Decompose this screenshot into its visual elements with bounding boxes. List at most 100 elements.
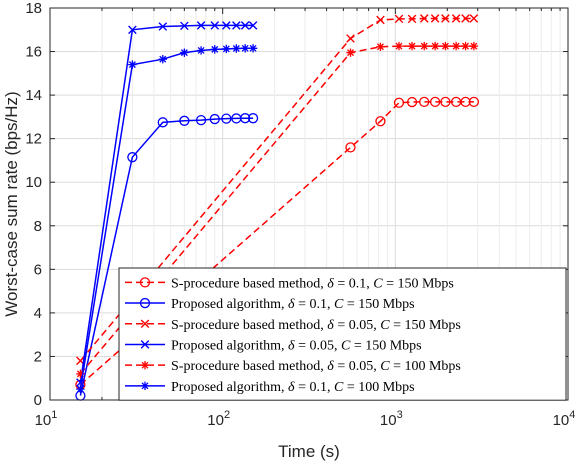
data-point	[441, 41, 450, 51]
data-point	[127, 152, 138, 163]
series	[76, 14, 479, 366]
y-tick-label: 14	[25, 87, 42, 104]
series	[75, 113, 259, 401]
data-point	[128, 25, 137, 35]
y-tick-label: 16	[25, 44, 42, 61]
legend-label: Proposed algorithm, δ = 0.1, C = 100 Mbp…	[171, 380, 415, 395]
data-point	[419, 96, 430, 108]
data-point	[210, 21, 220, 30]
x-tick-label: 104	[553, 409, 576, 429]
data-point	[406, 96, 418, 108]
data-point	[430, 41, 440, 51]
data-point	[407, 41, 417, 51]
legend-entry: S-procedure based method, δ = 0.05, C = …	[125, 318, 461, 333]
data-point	[420, 41, 429, 51]
series-layer	[75, 14, 480, 401]
series	[76, 44, 258, 394]
y-tick-label: 10	[25, 174, 42, 191]
data-point	[375, 116, 386, 127]
series	[75, 96, 480, 390]
series-line	[79, 101, 474, 386]
data-point	[76, 384, 85, 394]
data-point	[394, 14, 404, 24]
legend-box	[118, 267, 567, 401]
y-tick-label: 0	[34, 392, 42, 409]
series	[76, 41, 479, 379]
y-axis-title: Worst-case sum rate (bps/Hz)	[2, 91, 21, 316]
data-point	[469, 41, 479, 51]
legend-entry: S-procedure based method, δ = 0.05, C = …	[125, 359, 461, 374]
ticks: 0 2 4 6 8 10 12 14 16 18 101 102 103 104	[25, 0, 575, 429]
data-point	[196, 46, 206, 55]
x-tick-label: 102	[207, 409, 230, 429]
data-point	[157, 117, 168, 128]
data-point	[232, 21, 241, 30]
legend-entry: Proposed algorithm, δ = 0.1, C = 150 Mbp…	[125, 297, 415, 312]
x-tick-label: 101	[35, 409, 58, 429]
data-point	[460, 96, 471, 108]
legend-entry: Proposed algorithm, δ = 0.05, C = 150 Mb…	[125, 338, 422, 353]
y-tick-label: 4	[34, 305, 42, 322]
data-point	[393, 97, 405, 108]
data-point	[76, 378, 85, 387]
data-point	[247, 113, 259, 124]
data-point	[441, 14, 450, 23]
data-point	[76, 369, 85, 379]
data-point	[346, 48, 355, 57]
series-line	[79, 24, 254, 383]
y-tick-label: 8	[34, 218, 42, 235]
legend-entry: Proposed algorithm, δ = 0.1, C = 100 Mbp…	[125, 380, 415, 395]
data-point	[345, 142, 356, 153]
data-point	[248, 44, 258, 53]
y-tick-label: 12	[25, 131, 42, 148]
legend-label: S-procedure based method, δ = 0.1, C = 1…	[171, 276, 454, 291]
series-line	[79, 47, 254, 390]
x-tick-label: 103	[380, 409, 403, 429]
data-point	[140, 360, 150, 370]
data-point	[451, 41, 461, 51]
legend-entry: S-procedure based method, δ = 0.1, C = 1…	[125, 276, 454, 291]
data-point	[240, 44, 250, 53]
data-point	[128, 60, 137, 69]
legend: S-procedure based method, δ = 0.1, C = 1…	[118, 267, 567, 401]
data-point	[461, 41, 470, 51]
legend-label: S-procedure based method, δ = 0.05, C = …	[171, 359, 461, 374]
data-point	[419, 14, 429, 23]
data-point	[209, 113, 220, 125]
data-point	[139, 277, 151, 288]
data-point	[158, 22, 168, 31]
legend-label: Proposed algorithm, δ = 0.1, C = 150 Mbp…	[171, 297, 415, 312]
data-point	[140, 381, 150, 391]
data-point	[429, 96, 441, 108]
data-point	[240, 21, 250, 30]
data-point	[440, 96, 451, 108]
data-point	[179, 115, 190, 126]
data-point	[210, 45, 219, 54]
y-tick-label: 18	[25, 0, 42, 17]
data-point	[248, 21, 258, 30]
data-point	[222, 21, 231, 30]
data-point	[240, 113, 251, 124]
data-point	[469, 14, 479, 23]
data-point	[180, 21, 189, 31]
data-point	[140, 340, 150, 349]
data-point	[394, 41, 404, 51]
data-point	[461, 14, 470, 23]
data-point	[158, 54, 167, 64]
data-point	[140, 319, 150, 329]
data-point	[232, 44, 241, 53]
data-point	[468, 96, 480, 108]
data-point	[451, 14, 461, 23]
y-tick-label: 2	[34, 348, 42, 365]
x-axis-title: Time (s)	[278, 442, 340, 461]
data-point	[376, 15, 385, 25]
data-point	[346, 34, 355, 43]
legend-label: Proposed algorithm, δ = 0.05, C = 150 Mb…	[171, 338, 422, 353]
data-point	[222, 44, 231, 54]
data-point	[195, 115, 207, 126]
data-point	[407, 14, 417, 24]
data-point	[221, 113, 232, 124]
data-point	[196, 21, 206, 30]
legend-label: S-procedure based method, δ = 0.05, C = …	[171, 318, 461, 333]
